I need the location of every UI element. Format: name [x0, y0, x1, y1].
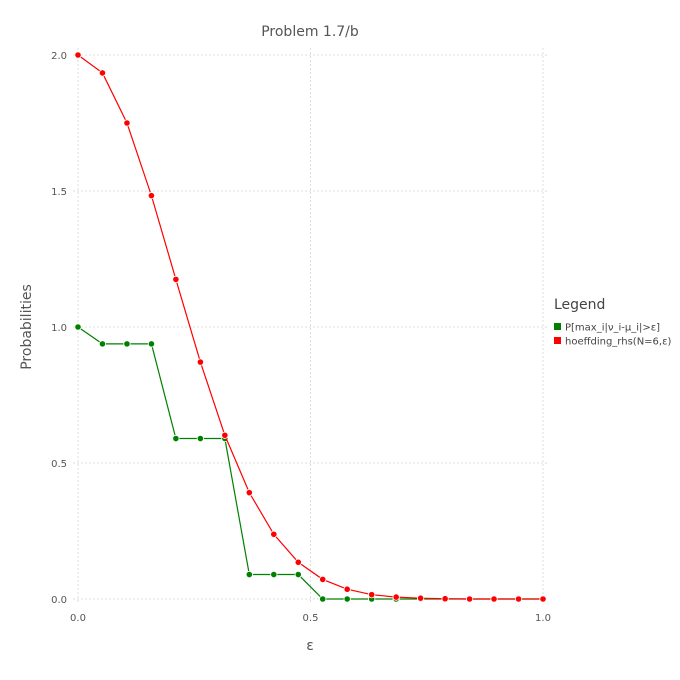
- data-point: [98, 69, 107, 77]
- legend-item: P[max_i|ν_i-μ_i|>ε]: [554, 323, 660, 334]
- data-point: [123, 119, 131, 127]
- legend-swatch: [554, 337, 561, 344]
- y-tick-label: 2.0: [51, 51, 67, 62]
- data-point: [245, 489, 253, 497]
- data-point: [490, 595, 498, 603]
- data-point: [465, 595, 474, 603]
- x-tick-label: 1.0: [535, 613, 551, 624]
- legend-label: hoeffding_rhs(N=6,ε): [565, 337, 672, 348]
- data-point: [245, 570, 253, 579]
- data-point: [514, 595, 523, 603]
- data-point: [294, 558, 302, 566]
- y-tick-label: 0.0: [51, 595, 67, 606]
- data-point: [196, 358, 204, 366]
- data-point: [74, 51, 82, 59]
- y-axis-label: Probabilities: [19, 284, 35, 370]
- data-point: [270, 530, 278, 538]
- tick-labels: 0.0 0.5 1.0 0.0 0.5 1.0 1.5 2.0: [51, 51, 551, 624]
- data-point: [319, 575, 327, 584]
- data-point: [392, 593, 400, 601]
- chart-title: Problem 1.7/b: [261, 24, 359, 40]
- legend-title: Legend: [554, 297, 605, 313]
- x-tick-label: 0.5: [303, 613, 319, 624]
- data-point: [172, 275, 180, 283]
- legend-item: hoeffding_rhs(N=6,ε): [554, 337, 672, 348]
- data-point: [368, 591, 376, 599]
- data-point: [74, 323, 82, 331]
- grid: [73, 48, 548, 604]
- data-point: [98, 340, 107, 348]
- data-point: [343, 585, 351, 593]
- x-tick-label: 0.0: [70, 613, 86, 624]
- y-tick-label: 1.0: [51, 323, 67, 334]
- series-1: [74, 51, 547, 603]
- data-point: [147, 340, 156, 348]
- data-point: [319, 595, 327, 603]
- data-point: [196, 434, 204, 443]
- y-tick-label: 0.5: [51, 459, 67, 470]
- y-tick-label: 1.5: [51, 187, 67, 198]
- data-point: [441, 595, 449, 603]
- data-point: [172, 434, 180, 443]
- series-line: [77, 54, 543, 600]
- legend-label: P[max_i|ν_i-μ_i|>ε]: [565, 323, 660, 334]
- legend-items: P[max_i|ν_i-μ_i|>ε] hoeffding_rhs(N=6,ε): [554, 323, 672, 348]
- legend: Legend P[max_i|ν_i-μ_i|>ε] hoeffding_rhs(…: [554, 297, 672, 348]
- data-point: [343, 595, 351, 603]
- data-point: [147, 192, 156, 200]
- data-point: [123, 340, 131, 348]
- legend-swatch: [554, 323, 561, 330]
- data-point: [294, 570, 302, 579]
- data-point: [270, 570, 278, 579]
- data-point: [417, 594, 425, 602]
- data-point: [221, 431, 229, 439]
- x-axis-label: ε: [306, 638, 314, 654]
- series-layer: [74, 51, 547, 603]
- data-point: [539, 595, 547, 603]
